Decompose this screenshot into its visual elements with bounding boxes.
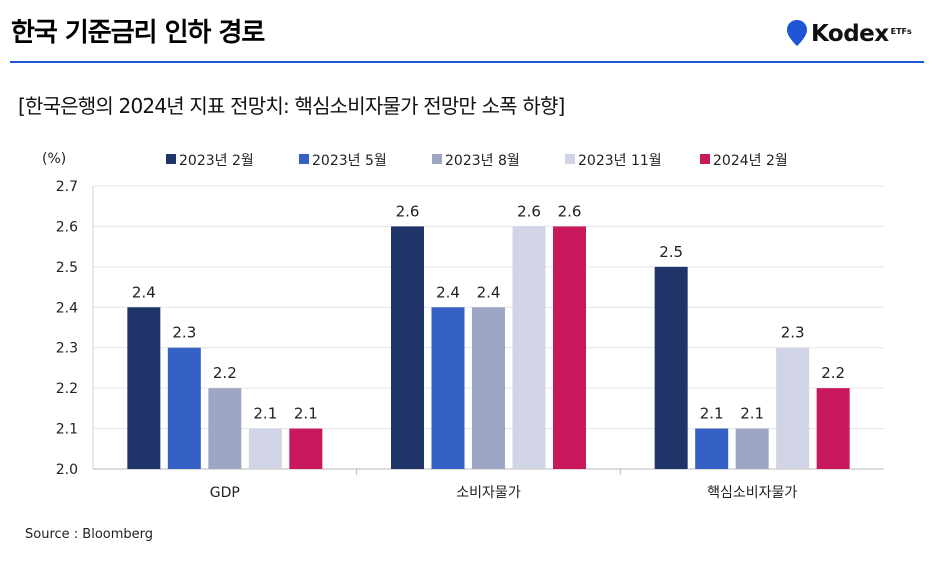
x-category-label: 핵심소비자물가: [707, 485, 797, 501]
legend-swatch: [166, 154, 176, 164]
bar: [695, 428, 729, 469]
data-label: 2.1: [700, 405, 724, 423]
location-pin-icon: [787, 20, 807, 46]
data-label: 2.2: [821, 364, 845, 382]
x-category-label: 소비자물가: [456, 485, 521, 501]
bar: [472, 307, 505, 469]
data-label: 2.1: [740, 405, 764, 423]
y-tick-label: 2.0: [56, 462, 78, 478]
data-label: 2.4: [477, 283, 501, 301]
data-label: 2.4: [436, 283, 460, 301]
legend-label: 2024년 2월: [713, 153, 788, 169]
y-tick-label: 2.5: [56, 260, 78, 276]
legend-swatch: [299, 154, 309, 164]
legend-swatch: [565, 154, 575, 164]
brand-logo: Kodex ETFs: [786, 19, 912, 49]
data-label: 2.4: [132, 283, 156, 301]
header-divider: [10, 61, 924, 63]
y-axis-unit: (%): [42, 151, 66, 167]
data-label: 2.6: [517, 202, 541, 220]
bar: [776, 347, 810, 469]
brand-sub: ETFs: [890, 27, 912, 36]
bar: [431, 307, 465, 469]
bar: [735, 428, 769, 469]
bar: [654, 266, 688, 469]
legend-swatch: [432, 154, 442, 164]
bar: [391, 226, 424, 469]
legend-label: 2023년 8월: [445, 153, 520, 169]
legend-swatch: [700, 154, 710, 164]
bar: [816, 388, 850, 469]
data-label: 2.3: [172, 324, 196, 342]
data-label: 2.6: [558, 202, 582, 220]
data-label: 2.5: [659, 243, 683, 261]
brand-name: Kodex: [811, 21, 889, 47]
bar: [127, 307, 161, 469]
data-label: 2.1: [294, 405, 318, 423]
bar: [208, 388, 242, 469]
y-tick-label: 2.7: [56, 179, 78, 195]
y-tick-label: 2.2: [56, 381, 78, 397]
y-tick-label: 2.4: [56, 300, 78, 316]
y-tick-label: 2.1: [56, 422, 78, 438]
bar: [248, 428, 282, 469]
data-label: 2.6: [396, 202, 420, 220]
bar: [553, 226, 586, 469]
legend-label: 2023년 2월: [179, 153, 254, 169]
legend-label: 2023년 5월: [312, 153, 387, 169]
x-category-label: GDP: [210, 485, 240, 501]
data-label: 2.3: [781, 324, 805, 342]
data-label: 2.1: [253, 405, 277, 423]
bar: [167, 347, 201, 469]
data-label: 2.2: [213, 364, 237, 382]
bar: [289, 428, 323, 469]
chart-subtitle: [한국은행의 2024년 지표 전망치: 핵심소비자물가 전망만 소폭 하향]: [18, 94, 565, 118]
bar: [512, 226, 546, 469]
source-note: Source : Bloomberg: [25, 527, 154, 542]
y-tick-label: 2.3: [56, 341, 78, 357]
page-title: 한국 기준금리 인하 경로: [11, 18, 265, 48]
y-tick-label: 2.6: [56, 219, 78, 235]
legend-label: 2023년 11월: [578, 153, 662, 169]
